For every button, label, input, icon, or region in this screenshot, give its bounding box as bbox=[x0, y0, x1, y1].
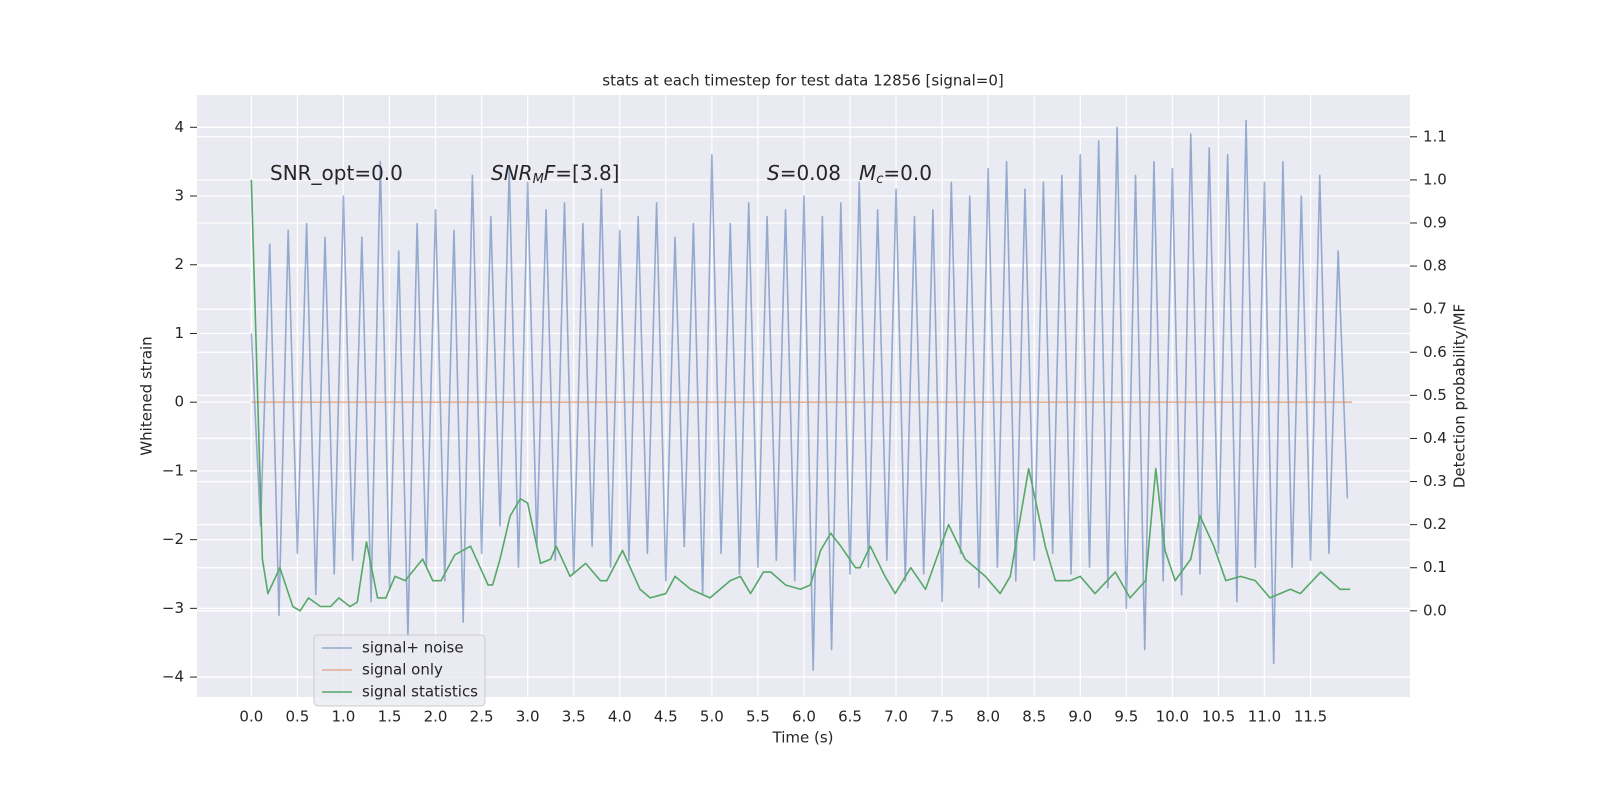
y-tick-label: 0 bbox=[174, 393, 184, 411]
annotation-part: F bbox=[544, 161, 556, 185]
x-tick-label: 5.0 bbox=[700, 708, 724, 726]
x-tick-label: 2.5 bbox=[470, 708, 494, 726]
annotation-part: =0.08 bbox=[780, 161, 841, 185]
y2-tick-label: 0.2 bbox=[1423, 515, 1447, 533]
y-tick-label: −4 bbox=[162, 668, 184, 686]
y2-tick-label: 0.1 bbox=[1423, 558, 1447, 576]
x-tick-label: 4.0 bbox=[608, 708, 632, 726]
annotation-part: SNR_opt=0.0 bbox=[270, 161, 403, 185]
x-tick-label: 8.0 bbox=[976, 708, 1000, 726]
y-tick-label: −2 bbox=[162, 530, 184, 548]
annotation: Mc=0.0 bbox=[859, 161, 932, 187]
y-tick-label: 3 bbox=[174, 187, 184, 205]
x-tick-label: 11.5 bbox=[1294, 708, 1327, 726]
x-tick-label: 3.0 bbox=[516, 708, 540, 726]
y2-tick-label: 0.7 bbox=[1423, 300, 1447, 318]
legend-box bbox=[313, 634, 486, 707]
x-tick-label: 10.5 bbox=[1202, 708, 1235, 726]
annotation: SNR_opt=0.0 bbox=[270, 161, 403, 185]
annotation-part: SNR bbox=[491, 161, 533, 185]
y2-axis-label: Detection probability/MF bbox=[1451, 304, 1469, 488]
annotation-part: =0.0 bbox=[883, 161, 932, 185]
x-tick-label: 11.0 bbox=[1248, 708, 1281, 726]
series-line bbox=[250, 179, 1351, 612]
x-tick-label: 9.5 bbox=[1114, 708, 1138, 726]
y2-tick-label: 0.4 bbox=[1423, 429, 1447, 447]
x-tick-label: 0.0 bbox=[239, 708, 263, 726]
x-tick-label: 10.0 bbox=[1156, 708, 1189, 726]
annotation-part: M bbox=[859, 161, 876, 185]
legend-label: signal+ noise bbox=[362, 639, 464, 657]
x-tick-label: 6.5 bbox=[838, 708, 862, 726]
y2-tick-label: 0.3 bbox=[1423, 472, 1447, 490]
y2-tick-label: 0.9 bbox=[1423, 213, 1447, 231]
x-tick-label: 7.0 bbox=[884, 708, 908, 726]
y-axis-label: Whitened strain bbox=[138, 336, 156, 455]
annotation-part: M bbox=[533, 172, 544, 187]
labels-layer: stats at each timestep for test data 128… bbox=[138, 72, 1469, 747]
annotation-part: S bbox=[767, 161, 780, 185]
y-tick-label: 4 bbox=[174, 118, 184, 136]
x-tick-label: 1.5 bbox=[378, 708, 402, 726]
legend-label: signal statistics bbox=[362, 683, 478, 701]
x-tick-label: 1.0 bbox=[332, 708, 356, 726]
x-tick-label: 7.5 bbox=[930, 708, 954, 726]
x-tick-label: 9.0 bbox=[1068, 708, 1092, 726]
legend-label: signal only bbox=[362, 661, 443, 679]
y2-tick-label: 0.5 bbox=[1423, 386, 1447, 404]
y2-tick-label: 0.8 bbox=[1423, 257, 1447, 275]
x-tick-label: 4.5 bbox=[654, 708, 678, 726]
y-tick-label: −3 bbox=[162, 599, 184, 617]
x-tick-label: 8.5 bbox=[1022, 708, 1046, 726]
y2-tick-label: 1.0 bbox=[1423, 170, 1447, 188]
y2-tick-label: 1.1 bbox=[1423, 127, 1447, 145]
x-tick-label: 0.5 bbox=[285, 708, 309, 726]
annotation-part: c bbox=[876, 172, 883, 187]
x-tick-label: 6.0 bbox=[792, 708, 816, 726]
y-tick-label: 2 bbox=[174, 255, 184, 273]
x-tick-label: 2.0 bbox=[424, 708, 448, 726]
annotation: SNRMF=[3.8] bbox=[491, 161, 619, 187]
x-tick-label: 3.5 bbox=[562, 708, 586, 726]
y-tick-label: 1 bbox=[174, 324, 184, 342]
y2-tick-label: 0.0 bbox=[1423, 601, 1447, 619]
chart-title: stats at each timestep for test data 128… bbox=[602, 72, 1003, 90]
marks-layer bbox=[250, 119, 1352, 671]
y2-tick-label: 0.6 bbox=[1423, 343, 1447, 361]
x-axis-label: Time (s) bbox=[772, 729, 834, 747]
x-tick-label: 5.5 bbox=[746, 708, 770, 726]
y-tick-label: −1 bbox=[162, 461, 184, 479]
annotation-part: =[3.8] bbox=[555, 161, 619, 185]
series-line bbox=[250, 119, 1349, 671]
annotation: S=0.08 bbox=[767, 161, 841, 185]
